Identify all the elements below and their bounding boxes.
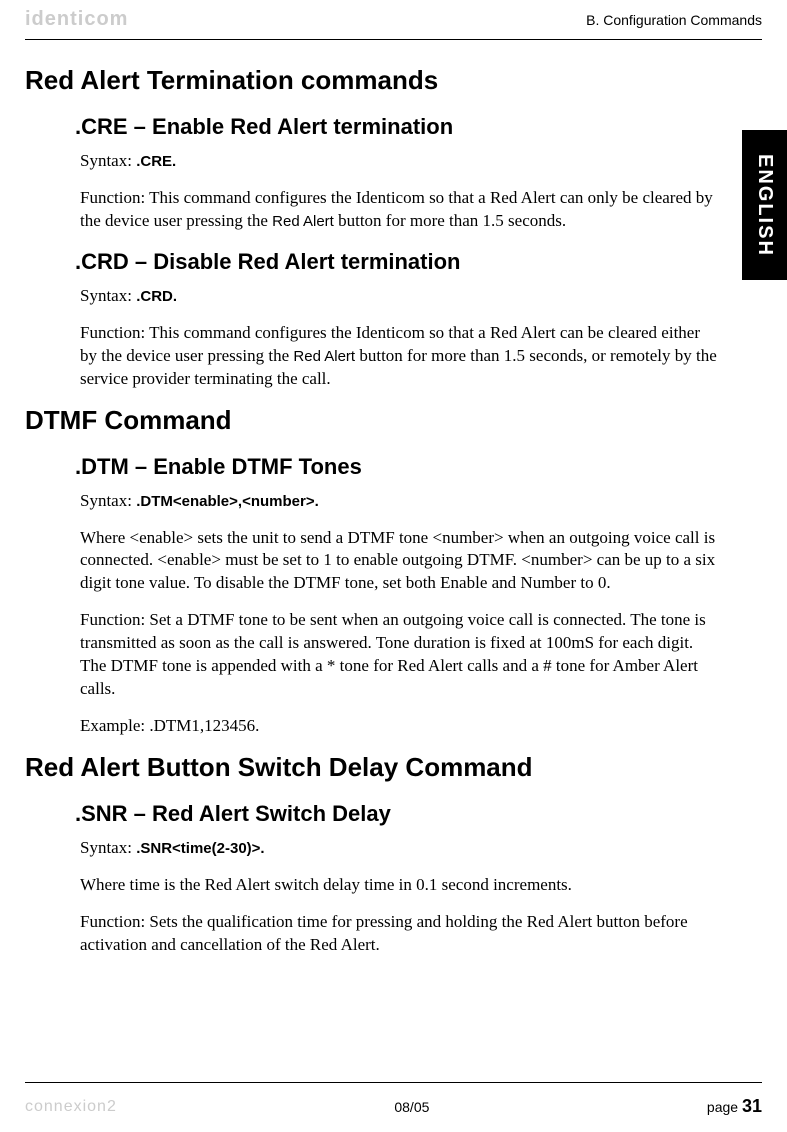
syntax-value: .CRE. <box>136 153 176 170</box>
page-num: 31 <box>742 1096 762 1116</box>
function-crd: Function: This command configures the Id… <box>80 322 717 391</box>
section-label: B. Configuration Commands <box>586 12 762 28</box>
syntax-value: .CRD. <box>136 288 177 305</box>
page-header: identicom B. Configuration Commands <box>25 0 762 40</box>
heading-red-alert-termination: Red Alert Termination commands <box>25 65 727 96</box>
heading-cre: .CRE – Enable Red Alert termination <box>75 114 727 140</box>
func-bold: Red Alert <box>272 213 334 230</box>
heading-dtm: .DTM – Enable DTMF Tones <box>75 454 727 480</box>
example-dtm: Example: .DTM1,123456. <box>80 715 717 738</box>
syntax-dtm: Syntax: .DTM<enable>,<number>. <box>80 490 717 513</box>
page-label: page <box>707 1099 742 1115</box>
syntax-value: .SNR<time(2-30)>. <box>136 840 264 857</box>
heading-dtmf-command: DTMF Command <box>25 405 727 436</box>
logo-identicom: identicom <box>25 8 128 31</box>
heading-snr: .SNR – Red Alert Switch Delay <box>75 801 727 827</box>
heading-crd: .CRD – Disable Red Alert termination <box>75 249 727 275</box>
where-dtm: Where <enable> sets the unit to send a D… <box>80 527 717 596</box>
footer-date: 08/05 <box>394 1099 429 1115</box>
language-tab-text: ENGLISH <box>753 154 776 257</box>
syntax-label: Syntax: <box>80 286 136 305</box>
page-content: Red Alert Termination commands .CRE – En… <box>25 55 727 1072</box>
page-footer: connexion2 08/05 page 31 <box>25 1082 762 1122</box>
heading-red-alert-switch-delay: Red Alert Button Switch Delay Command <box>25 752 727 783</box>
function-cre: Function: This command configures the Id… <box>80 187 717 233</box>
func-bold: Red Alert <box>293 348 355 365</box>
page-number: page 31 <box>707 1096 762 1117</box>
function-snr: Function: Sets the qualification time fo… <box>80 911 717 957</box>
syntax-label: Syntax: <box>80 838 136 857</box>
syntax-crd: Syntax: .CRD. <box>80 285 717 308</box>
where-snr: Where time is the Red Alert switch delay… <box>80 874 717 897</box>
syntax-label: Syntax: <box>80 151 136 170</box>
func-text-2: button for more than 1.5 seconds. <box>334 211 566 230</box>
logo-connexion2: connexion2 <box>25 1098 117 1116</box>
syntax-value: .DTM<enable>,<number>. <box>136 493 319 510</box>
syntax-snr: Syntax: .SNR<time(2-30)>. <box>80 837 717 860</box>
function-dtm: Function: Set a DTMF tone to be sent whe… <box>80 609 717 701</box>
syntax-label: Syntax: <box>80 491 136 510</box>
syntax-cre: Syntax: .CRE. <box>80 150 717 173</box>
language-tab: ENGLISH <box>742 130 787 280</box>
